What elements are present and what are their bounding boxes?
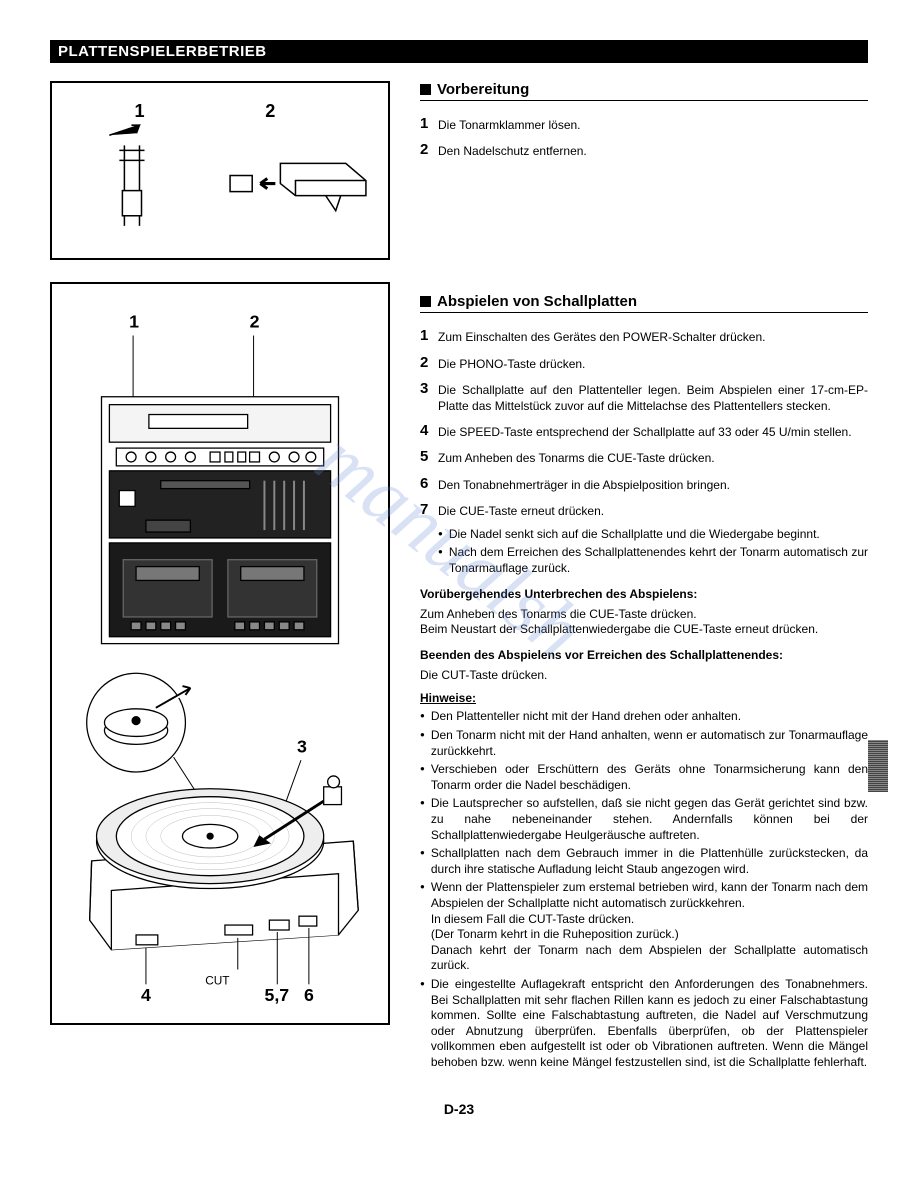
right-column: Vorbereitung 1 Die Tonarmklammer lösen. … (420, 81, 868, 1081)
fig2-label-3: 3 (297, 736, 307, 756)
content-columns: 1 2 (50, 81, 868, 1081)
fig2-label-1: 1 (129, 312, 139, 332)
side-tab (868, 740, 888, 792)
step-number: 5 (420, 448, 438, 465)
step-text: Den Nadelschutz entfernen. (438, 141, 868, 159)
step-item: 6Den Tonabnehmerträger in die Abspielpos… (420, 475, 868, 493)
square-bullet-icon (420, 296, 431, 307)
step-number: 6 (420, 475, 438, 492)
step-item: 1 Die Tonarmklammer lösen. (420, 115, 868, 133)
step-item: 5Zum Anheben des Tonarms die CUE-Taste d… (420, 448, 868, 466)
step-number: 1 (420, 115, 438, 132)
hinweise-list: Den Plattenteller nicht mit der Hand dre… (420, 709, 868, 1070)
bullet-text: Nach dem Erreichen des Schallplattenende… (449, 545, 868, 576)
bullet-text: Verschieben oder Erschüttern des Geräts … (431, 762, 868, 793)
fig2-label-cut: CUT (205, 973, 229, 987)
section2-title: Abspielen von Schallplatten (437, 293, 637, 310)
step-item: 2Die PHONO-Taste drücken. (420, 354, 868, 372)
step-number: 3 (420, 380, 438, 397)
bullet-text: Die Lautsprecher so aufstellen, daß sie … (431, 796, 868, 843)
step-item: 7Die CUE-Taste erneut drücken. (420, 501, 868, 519)
step-item: 1Zum Einschalten des Gerätes den POWER-S… (420, 327, 868, 345)
bullet-item: Wenn der Plattenspieler zum erstemal bet… (420, 880, 868, 974)
bullet-text: Den Tonarm nicht mit der Hand anhalten, … (431, 728, 868, 759)
pause-text: Zum Anheben des Tonarms die CUE-Taste dr… (420, 607, 868, 638)
step-text: Die CUE-Taste erneut drücken. (438, 501, 868, 519)
bullet-item: Die Nadel senkt sich auf die Schallplatt… (438, 527, 868, 543)
bullet-item: Den Tonarm nicht mit der Hand anhalten, … (420, 728, 868, 759)
hinweise-heading: Hinweise: (420, 691, 868, 705)
bullet-text: Die eingestellte Auflagekraft entspricht… (431, 977, 868, 1071)
figure-2-abspielen: 1 2 (50, 282, 390, 1025)
section1-steps: 1 Die Tonarmklammer lösen. 2 Den Nadelsc… (420, 115, 868, 159)
step-text: Die PHONO-Taste drücken. (438, 354, 868, 372)
bullet-item: Verschieben oder Erschüttern des Geräts … (420, 762, 868, 793)
section1-title: Vorbereitung (437, 81, 529, 98)
step-item: 4Die SPEED-Taste entsprechend der Schall… (420, 422, 868, 440)
bullet-text: Die Nadel senkt sich auf die Schallplatt… (449, 527, 820, 543)
fig1-label-2: 2 (265, 101, 275, 121)
step-text: Den Tonabnehmerträger in die Abspielposi… (438, 475, 868, 493)
bullet-item: Den Plattenteller nicht mit der Hand dre… (420, 709, 868, 725)
left-column: 1 2 (50, 81, 390, 1081)
section1-heading: Vorbereitung (420, 81, 868, 101)
stop-text: Die CUT-Taste drücken. (420, 668, 868, 684)
fig2-label-4: 4 (141, 985, 151, 1005)
bullet-item: Die Lautsprecher so aufstellen, daß sie … (420, 796, 868, 843)
step-number: 1 (420, 327, 438, 344)
step-text: Die SPEED-Taste entsprechend der Schallp… (438, 422, 868, 440)
bullet-text: Wenn der Plattenspieler zum erstemal bet… (431, 880, 868, 974)
step-text: Zum Einschalten des Gerätes den POWER-Sc… (438, 327, 868, 345)
step-number: 7 (420, 501, 438, 518)
fig2-label-2: 2 (250, 312, 260, 332)
figure-1-vorbereitung: 1 2 (50, 81, 390, 260)
bullet-item: Schallplatten nach dem Gebrauch immer in… (420, 846, 868, 877)
section2-heading: Abspielen von Schallplatten (420, 293, 868, 313)
pause-heading: Vorübergehendes Unterbrechen des Abspiel… (420, 587, 868, 601)
fig1-label-1: 1 (134, 101, 144, 121)
step-number: 2 (420, 354, 438, 371)
step-item: 3Die Schallplatte auf den Plattenteller … (420, 380, 868, 414)
section2-substeps: Die Nadel senkt sich auf die Schallplatt… (438, 527, 868, 577)
step-number: 4 (420, 422, 438, 439)
section-header-bar: PLATTENSPIELERBETRIEB (50, 40, 868, 63)
step-number: 2 (420, 141, 438, 158)
step-text: Die Tonarmklammer lösen. (438, 115, 868, 133)
fig2-label-6: 6 (304, 985, 314, 1005)
step-text: Zum Anheben des Tonarms die CUE-Taste dr… (438, 448, 868, 466)
bullet-text: Den Plattenteller nicht mit der Hand dre… (431, 709, 741, 725)
bullet-text: Schallplatten nach dem Gebrauch immer in… (431, 846, 868, 877)
square-bullet-icon (420, 84, 431, 95)
step-item: 2 Den Nadelschutz entfernen. (420, 141, 868, 159)
page-number: D-23 (50, 1101, 868, 1117)
bullet-item: Nach dem Erreichen des Schallplattenende… (438, 545, 868, 576)
fig2-label-57: 5,7 (264, 985, 289, 1005)
bullet-item: Die eingestellte Auflagekraft entspricht… (420, 977, 868, 1071)
section2-steps: 1Zum Einschalten des Gerätes den POWER-S… (420, 327, 868, 519)
step-text: Die Schallplatte auf den Plattenteller l… (438, 380, 868, 414)
stop-heading: Beenden des Abspielens vor Erreichen des… (420, 648, 868, 662)
